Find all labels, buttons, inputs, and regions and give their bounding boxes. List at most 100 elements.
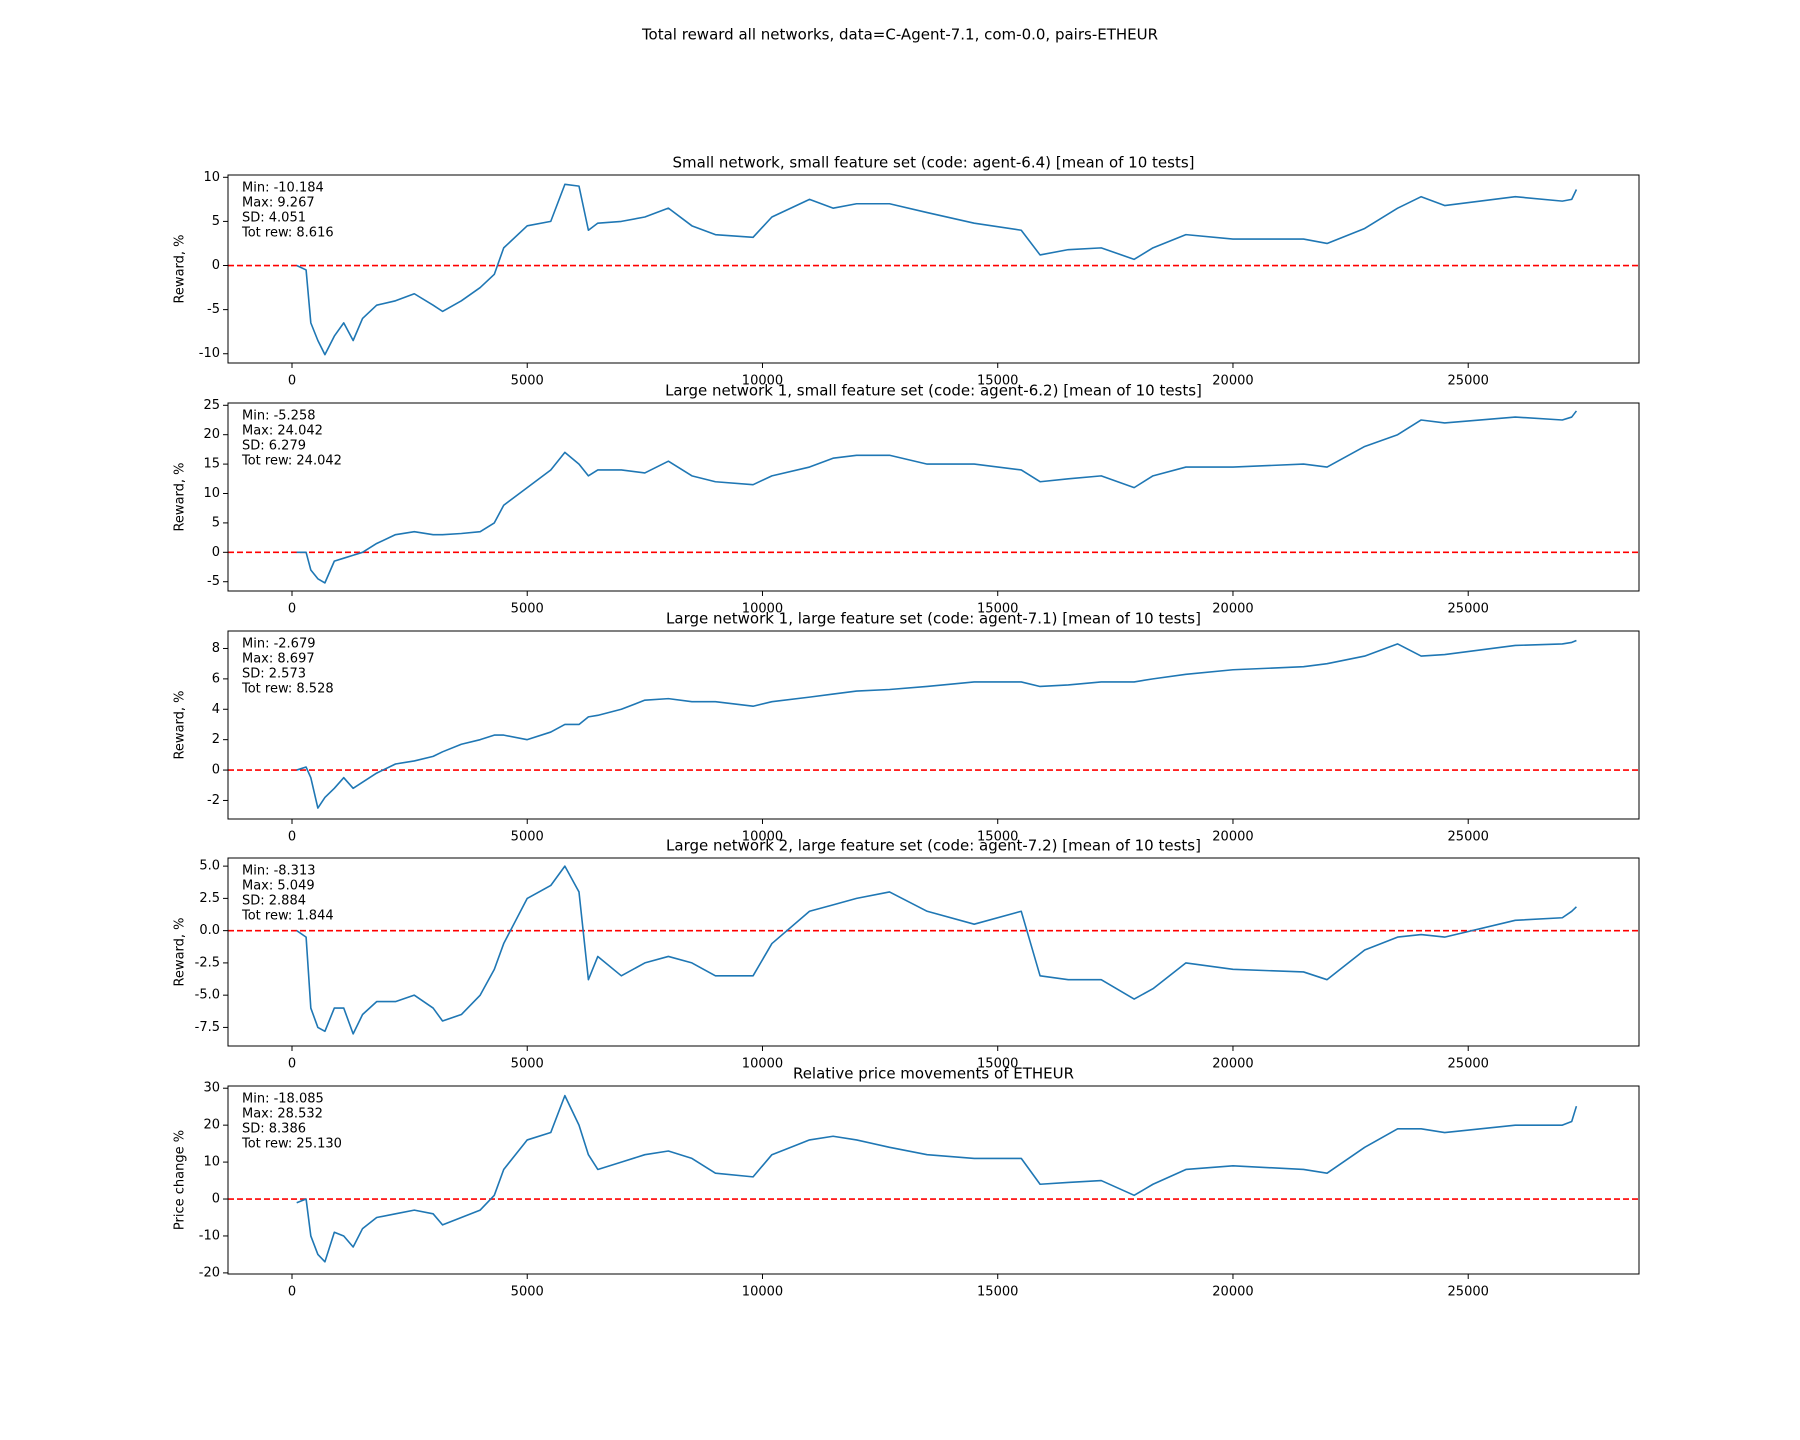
stats-annotation: Tot rew: 24.042 bbox=[241, 454, 342, 469]
y-tick-label: 30 bbox=[203, 1081, 220, 1096]
x-tick-label: 10000 bbox=[742, 602, 783, 617]
y-tick-label: -10 bbox=[199, 346, 220, 361]
stats-annotation: SD: 2.573 bbox=[242, 667, 306, 682]
y-axis-label: Price change % bbox=[173, 1130, 188, 1230]
x-tick-label: 25000 bbox=[1448, 1285, 1489, 1300]
stats-annotation: Tot rew: 8.528 bbox=[241, 682, 334, 697]
y-tick-label: -2.5 bbox=[195, 955, 220, 970]
x-tick-label: 15000 bbox=[977, 830, 1018, 845]
x-tick-label: 25000 bbox=[1448, 374, 1489, 389]
y-tick-label: 10 bbox=[203, 486, 220, 501]
stats-annotation: Tot rew: 25.130 bbox=[241, 1137, 342, 1152]
subplot-title: Large network 1, large feature set (code… bbox=[666, 610, 1201, 628]
y-tick-label: 15 bbox=[203, 457, 220, 472]
x-tick-label: 0 bbox=[288, 374, 296, 389]
figure-title: Total reward all networks, data=C-Agent-… bbox=[641, 26, 1158, 44]
subplot-title: Large network 2, large feature set (code… bbox=[666, 837, 1201, 855]
stats-annotation: Max: 28.532 bbox=[242, 1107, 323, 1122]
y-tick-label: 0 bbox=[212, 545, 220, 560]
y-tick-label: -10 bbox=[199, 1228, 220, 1243]
y-tick-label: -2 bbox=[207, 793, 220, 808]
y-tick-label: 6 bbox=[212, 671, 220, 686]
y-tick-label: 0 bbox=[212, 763, 220, 778]
data-line bbox=[296, 183, 1578, 356]
x-tick-label: 0 bbox=[288, 602, 296, 617]
axes-frame bbox=[227, 174, 1640, 364]
stats-annotation: SD: 4.051 bbox=[242, 211, 306, 226]
stats-annotation: Max: 9.267 bbox=[242, 196, 315, 211]
y-tick-label: -5 bbox=[207, 574, 220, 589]
x-tick-label: 5000 bbox=[511, 1285, 544, 1300]
stats-annotation: SD: 2.884 bbox=[242, 894, 306, 909]
y-tick-label: -5 bbox=[207, 302, 220, 317]
axes-frame bbox=[227, 1085, 1640, 1275]
subplot-title: Large network 1, small feature set (code… bbox=[665, 382, 1202, 400]
y-axis-label: Reward, % bbox=[173, 234, 188, 303]
x-tick-label: 20000 bbox=[1212, 830, 1253, 845]
x-tick-label: 20000 bbox=[1212, 602, 1253, 617]
y-tick-label: 10 bbox=[203, 1155, 220, 1170]
axes-frame bbox=[227, 630, 1640, 820]
y-tick-label: 5 bbox=[212, 515, 220, 530]
x-tick-label: 5000 bbox=[511, 602, 544, 617]
y-axis-label: Reward, % bbox=[173, 917, 188, 986]
x-tick-label: 5000 bbox=[511, 830, 544, 845]
data-line bbox=[296, 639, 1577, 809]
stats-annotation: Min: -5.258 bbox=[242, 409, 316, 424]
x-tick-label: 15000 bbox=[977, 374, 1018, 389]
stats-annotation: SD: 6.279 bbox=[242, 439, 306, 454]
y-tick-label: 25 bbox=[203, 398, 220, 413]
stats-annotation: Max: 24.042 bbox=[242, 424, 323, 439]
y-tick-label: 20 bbox=[203, 427, 220, 442]
y-axis-label: Reward, % bbox=[173, 690, 188, 759]
stats-annotation: Tot rew: 8.616 bbox=[241, 226, 334, 241]
y-tick-label: 5.0 bbox=[199, 859, 220, 874]
x-tick-label: 10000 bbox=[742, 830, 783, 845]
stats-annotation: Max: 8.697 bbox=[242, 652, 315, 667]
stats-annotation: Min: -2.679 bbox=[242, 637, 316, 652]
x-tick-label: 15000 bbox=[977, 602, 1018, 617]
x-tick-label: 0 bbox=[288, 1057, 296, 1072]
y-tick-label: 0 bbox=[212, 1192, 220, 1207]
data-line bbox=[296, 865, 1577, 1035]
stats-annotation: Max: 5.049 bbox=[242, 879, 315, 894]
axes-frame bbox=[227, 857, 1640, 1047]
x-tick-label: 10000 bbox=[742, 1057, 783, 1072]
y-axis-label: Reward, % bbox=[173, 462, 188, 531]
y-tick-label: 5 bbox=[212, 214, 220, 229]
x-tick-label: 20000 bbox=[1212, 1285, 1253, 1300]
data-line bbox=[296, 1094, 1578, 1263]
x-tick-label: 15000 bbox=[977, 1285, 1018, 1300]
data-line bbox=[296, 410, 1578, 584]
stats-annotation: Min: -10.184 bbox=[242, 181, 324, 196]
x-tick-label: 20000 bbox=[1212, 374, 1253, 389]
y-tick-label: 10 bbox=[203, 170, 220, 185]
y-tick-label: 4 bbox=[212, 702, 220, 717]
y-tick-label: 20 bbox=[203, 1118, 220, 1133]
subplot-title: Small network, small feature set (code: … bbox=[673, 154, 1195, 172]
y-tick-label: 2.5 bbox=[199, 891, 220, 906]
x-tick-label: 0 bbox=[288, 1285, 296, 1300]
stats-annotation: Min: -18.085 bbox=[242, 1092, 324, 1107]
stats-annotation: Tot rew: 1.844 bbox=[241, 909, 334, 924]
x-tick-label: 5000 bbox=[511, 1057, 544, 1072]
x-tick-label: 0 bbox=[288, 830, 296, 845]
x-tick-label: 15000 bbox=[977, 1057, 1018, 1072]
y-tick-label: 2 bbox=[212, 732, 220, 747]
stats-annotation: SD: 8.386 bbox=[242, 1122, 306, 1137]
x-tick-label: 25000 bbox=[1448, 1057, 1489, 1072]
y-tick-label: 0 bbox=[212, 258, 220, 273]
x-tick-label: 25000 bbox=[1448, 830, 1489, 845]
x-tick-label: 20000 bbox=[1212, 1057, 1253, 1072]
x-tick-label: 10000 bbox=[742, 374, 783, 389]
stats-annotation: Min: -8.313 bbox=[242, 864, 316, 879]
axes-frame bbox=[227, 402, 1640, 592]
y-tick-label: -7.5 bbox=[195, 1020, 220, 1035]
y-tick-label: 8 bbox=[212, 641, 220, 656]
y-tick-label: 0.0 bbox=[199, 923, 220, 938]
subplot-title: Relative price movements of ETHEUR bbox=[793, 1065, 1074, 1083]
y-tick-label: -5.0 bbox=[195, 988, 220, 1003]
x-tick-label: 5000 bbox=[511, 374, 544, 389]
